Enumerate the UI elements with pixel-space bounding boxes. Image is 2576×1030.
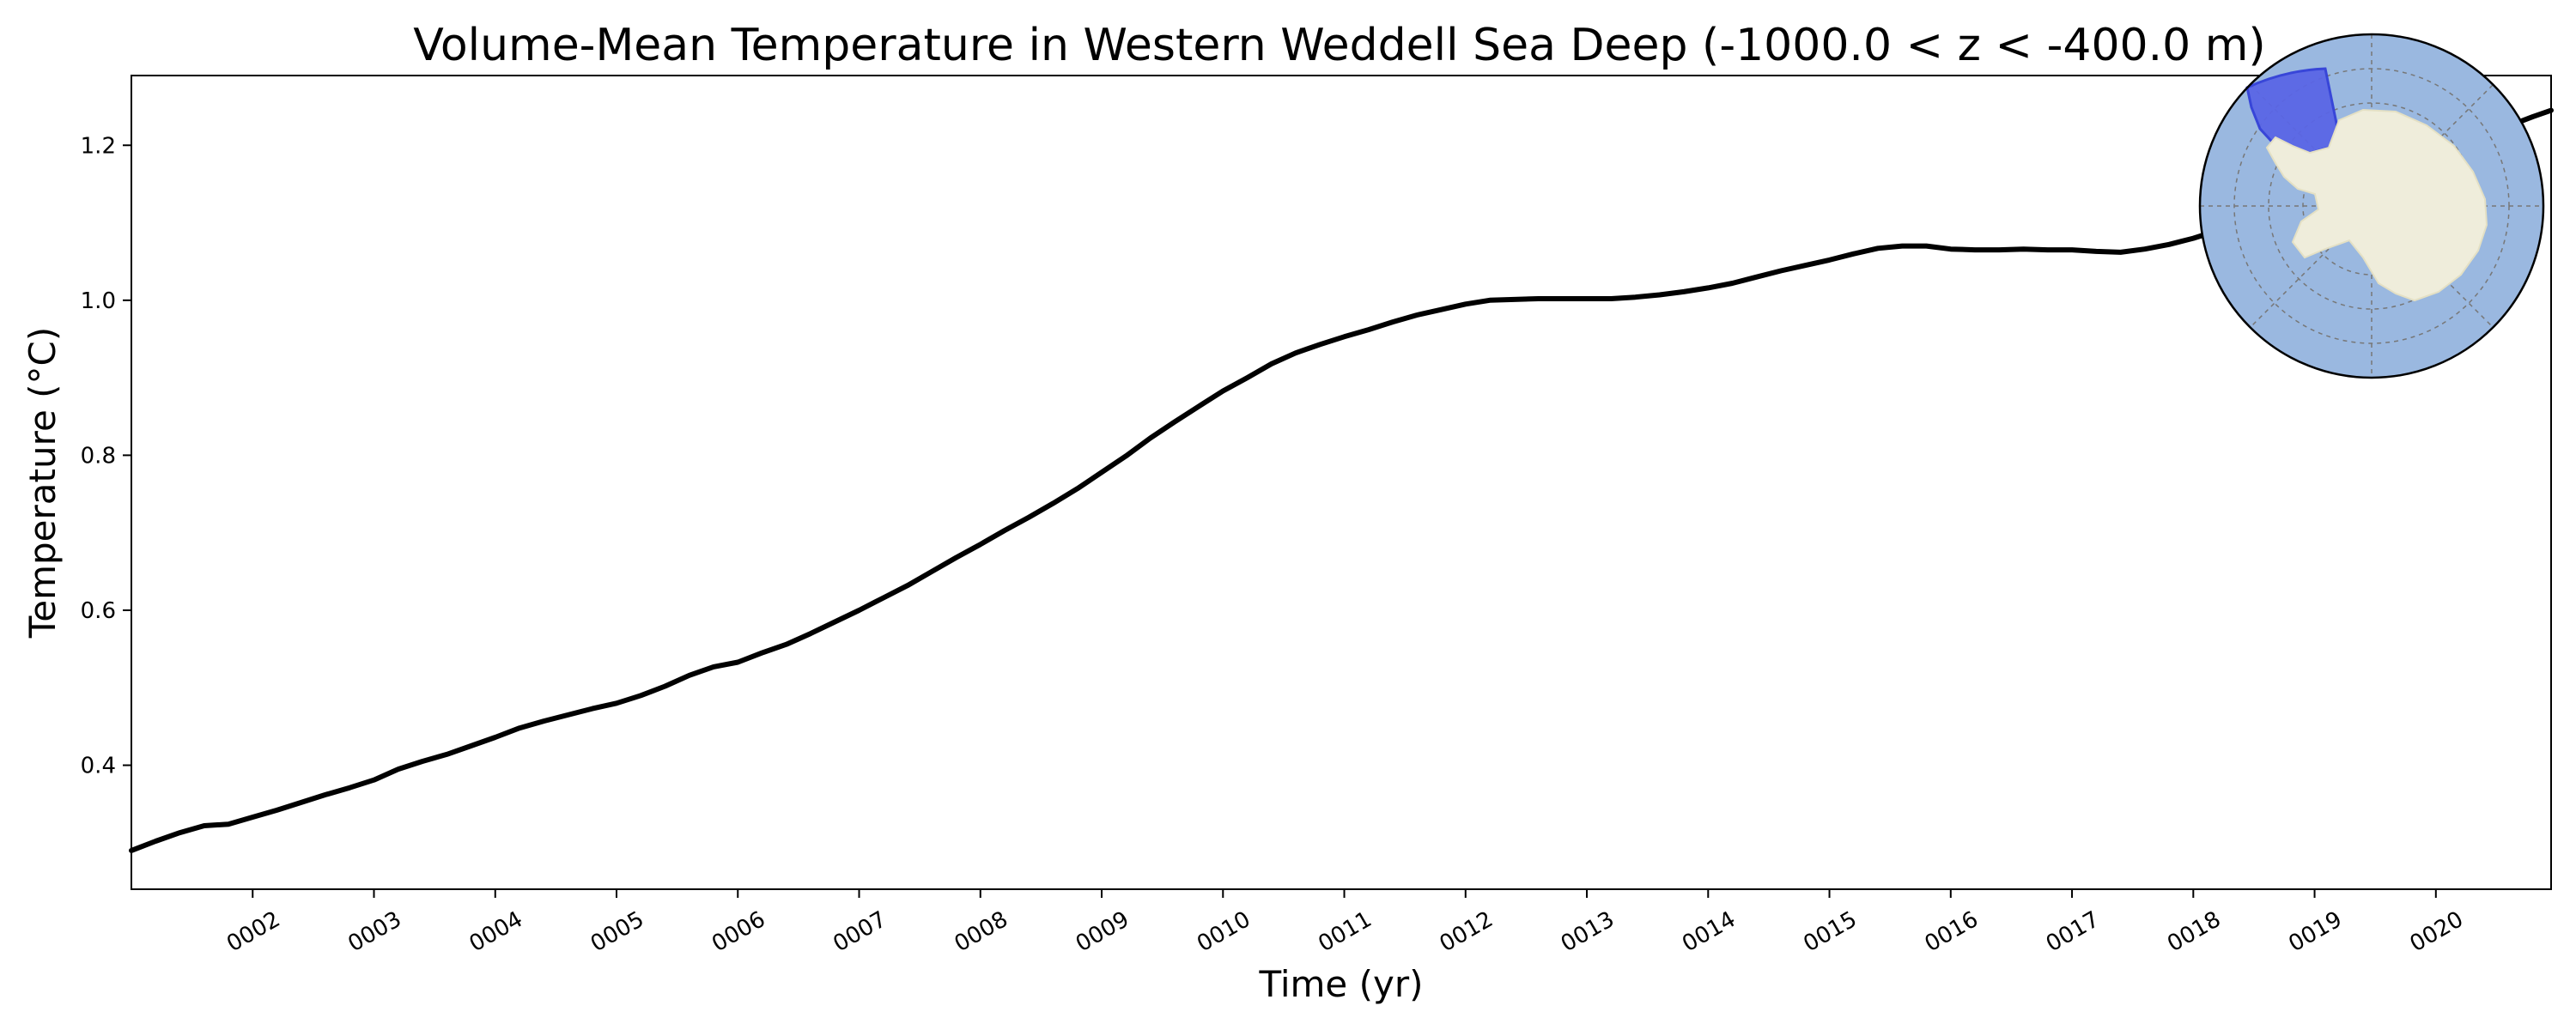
y-tick-label: 0.4 [81, 754, 116, 779]
y-tick-label: 1.0 [81, 288, 116, 314]
y-axis: 0.4 0.6 0.8 1.0 1.2 [81, 133, 131, 779]
antarctica-inset-map [2198, 33, 2545, 379]
y-tick-label: 0.6 [81, 598, 116, 624]
y-tick-label: 0.8 [81, 443, 116, 469]
inset-antarctica-landmass [2265, 108, 2488, 302]
inset-border [2198, 33, 2545, 379]
temperature-line [129, 107, 2554, 853]
y-axis-label: Temperature (°C) [21, 327, 64, 639]
plot-background [131, 76, 2551, 889]
y-tick-label: 1.2 [81, 133, 116, 159]
plot-frame [131, 75, 2552, 890]
x-axis-label: Time (yr) [1258, 963, 1423, 1005]
chart-title: Volume-Mean Temperature in Western Wedde… [413, 20, 2265, 71]
plot-area [129, 76, 2554, 889]
